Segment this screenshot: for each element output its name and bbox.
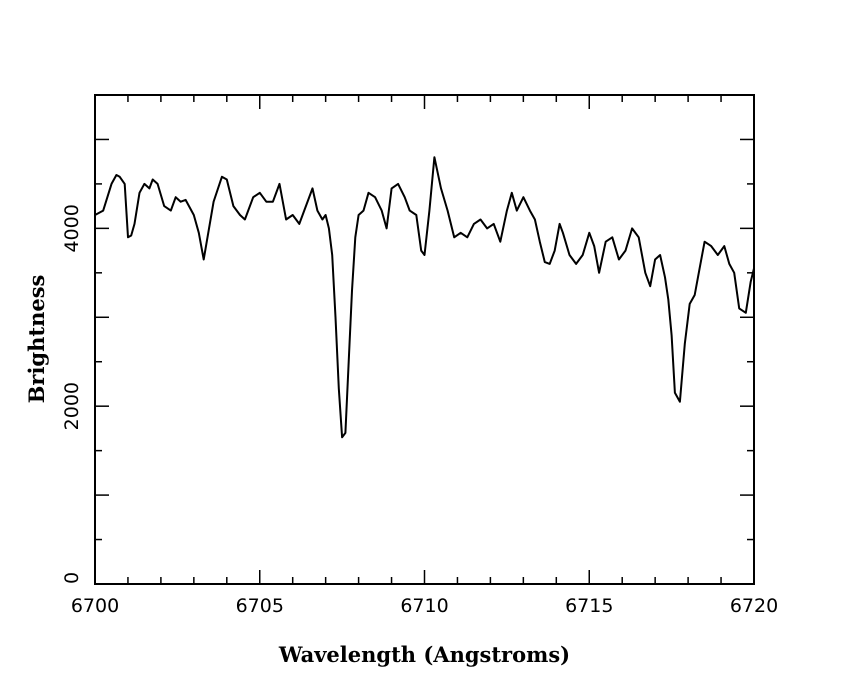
- x-tick-label: 6720: [730, 595, 778, 617]
- y-tick-label: 4000: [61, 204, 83, 252]
- x-tick-label: 6715: [565, 595, 613, 617]
- y-axis-title: Brightness: [24, 275, 49, 404]
- x-tick-label: 6700: [71, 595, 119, 617]
- x-tick-label: 6705: [236, 595, 284, 617]
- axis-ticks: [95, 94, 754, 584]
- x-axis-title: Wavelength (Angstroms): [278, 642, 570, 667]
- y-tick-label: 2000: [61, 382, 83, 430]
- spectrum-line: [94, 156, 755, 439]
- axis-tick-labels: 6700 6705 6710 6715 6720 0 2000 4000: [61, 204, 778, 617]
- plot-frame: [94, 94, 755, 585]
- y-tick-label: 0: [61, 572, 83, 584]
- x-tick-label: 6710: [400, 595, 448, 617]
